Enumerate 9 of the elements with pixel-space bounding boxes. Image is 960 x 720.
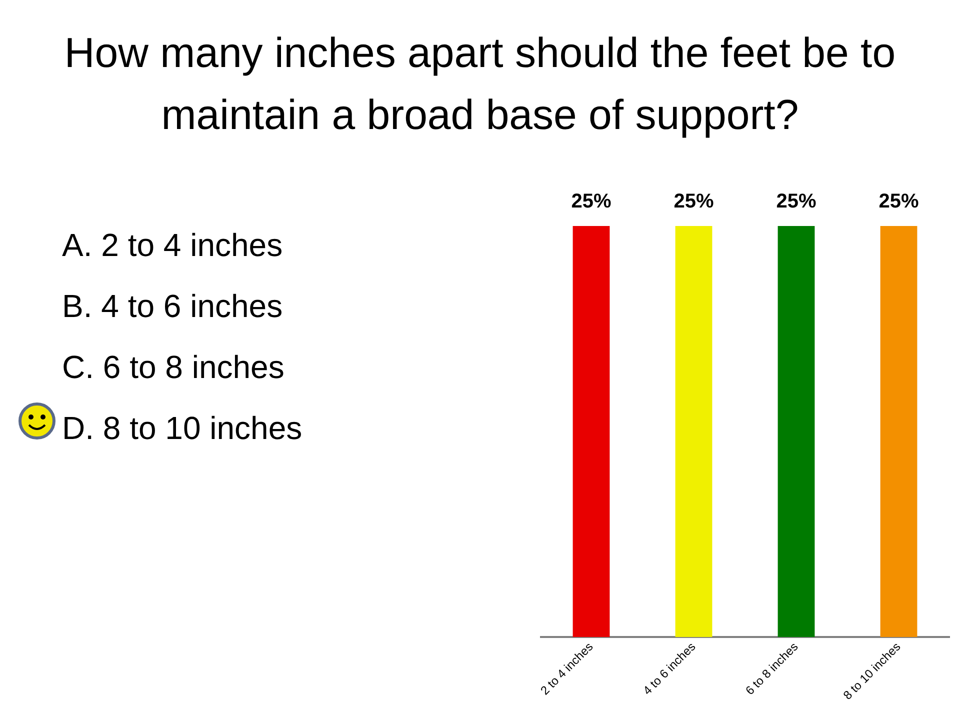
text: A. 2 to 4 inches: [62, 226, 284, 265]
data-label: 25%: [878, 190, 919, 213]
data-label: 25%: [776, 190, 816, 213]
data-label: 25%: [571, 190, 612, 213]
data-label: 25%: [674, 190, 714, 213]
chart-title: How many inches apart should the feet be to maintain a broad base of support?: [63, 28, 897, 140]
text: C. 6 to 8 inches: [62, 348, 286, 387]
text: B. 4 to 6 inches: [62, 287, 284, 326]
text: D. 8 to 10 inches: [62, 409, 302, 448]
